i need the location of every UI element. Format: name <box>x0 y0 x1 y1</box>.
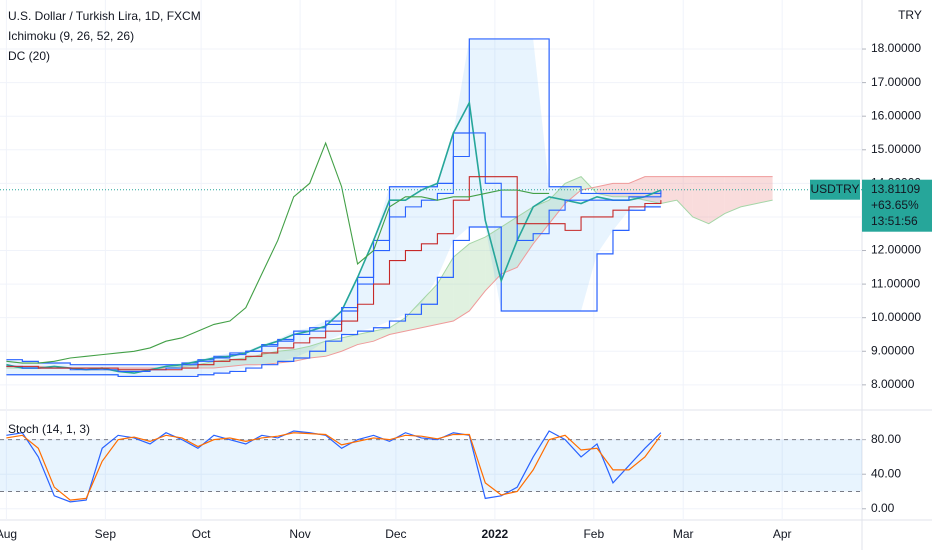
currency-label: TRY <box>898 8 922 22</box>
symbol-tag <box>810 179 860 200</box>
symbol-label: USDTRY <box>810 182 859 196</box>
cloud-fill <box>676 176 693 217</box>
base-line <box>6 176 662 371</box>
cloud-fill <box>469 237 486 311</box>
y-tick-label: 11.00000 <box>871 276 920 290</box>
change-label: +63.65% <box>871 198 919 212</box>
cloud-fill <box>485 227 502 291</box>
cloud-fill <box>373 327 390 342</box>
y-tick-label: 8.00000 <box>871 377 915 391</box>
cloud-fill <box>724 176 741 214</box>
chart-title: U.S. Dollar / Turkish Lira, 1D, FXCM <box>8 9 201 23</box>
y-tick-label: 40.00 <box>871 466 901 480</box>
y-tick-label: 12.00000 <box>871 243 921 257</box>
cloud-fill <box>325 337 342 357</box>
cloud-fill <box>421 284 438 328</box>
cloud-fill <box>756 176 773 204</box>
stoch-k <box>6 430 662 503</box>
y-tick-label: 18.00000 <box>871 41 921 55</box>
lagging-span <box>6 141 550 364</box>
y-tick-label: 15.00000 <box>871 142 921 156</box>
cloud-fill <box>708 176 725 224</box>
cloud-fill <box>261 351 278 365</box>
cloud-fill <box>389 317 406 335</box>
x-tick-label: Sep <box>95 527 117 541</box>
cloud-fill <box>245 354 262 365</box>
last-price-label: 13.81109 <box>871 182 920 196</box>
cloud-fill <box>692 176 709 224</box>
y-tick-label: 80.00 <box>871 432 901 446</box>
x-tick-label: 2022 <box>482 527 509 541</box>
cloud-fill <box>517 206 534 268</box>
channel-fill <box>6 38 661 377</box>
x-tick-label: Nov <box>289 527 310 541</box>
x-tick-label: Apr <box>773 527 792 541</box>
indicator-label: Ichimoku (9, 26, 52, 26) <box>8 29 134 43</box>
countdown-label: 13:51:56 <box>871 214 918 228</box>
indicator-label: DC (20) <box>8 49 50 63</box>
stoch-d <box>6 432 662 501</box>
x-tick-label: Mar <box>673 527 694 541</box>
y-tick-label: 9.00000 <box>871 343 915 357</box>
x-tick-label: Aug <box>0 527 17 541</box>
y-tick-label: 17.00000 <box>871 75 921 89</box>
last-price-tag <box>862 179 932 232</box>
y-tick-label: 0.00 <box>871 501 895 515</box>
cloud-fill <box>341 334 358 352</box>
labels: U.S. Dollar / Turkish Lira, 1D, FXCM Ich… <box>8 8 922 436</box>
x-tick-label: Dec <box>385 527 406 541</box>
x-tick-label: Oct <box>192 527 211 541</box>
cloud-fill <box>533 200 550 244</box>
channel-lower <box>6 206 661 378</box>
cloud-fill <box>437 257 454 325</box>
cloud-fill <box>405 300 422 332</box>
cloud-fill <box>501 216 518 275</box>
conversion-line <box>6 132 662 372</box>
cloud-fill <box>357 331 374 345</box>
price-line <box>6 100 662 374</box>
y-tick-label: 16.00000 <box>871 108 921 122</box>
x-tick-label: Feb <box>583 527 604 541</box>
cloud-fill <box>628 176 645 201</box>
cloud-fill <box>740 176 757 207</box>
stoch-band-fill <box>0 439 862 492</box>
cloud-span-b <box>6 176 773 369</box>
y-tick-label: 10.00000 <box>871 310 921 324</box>
indicator-label: Stoch (14, 1, 3) <box>8 422 90 436</box>
cloud-fill <box>453 243 470 322</box>
cloud-fill <box>549 183 566 224</box>
cloud-fill <box>660 176 677 204</box>
cloud-fill <box>277 349 294 364</box>
